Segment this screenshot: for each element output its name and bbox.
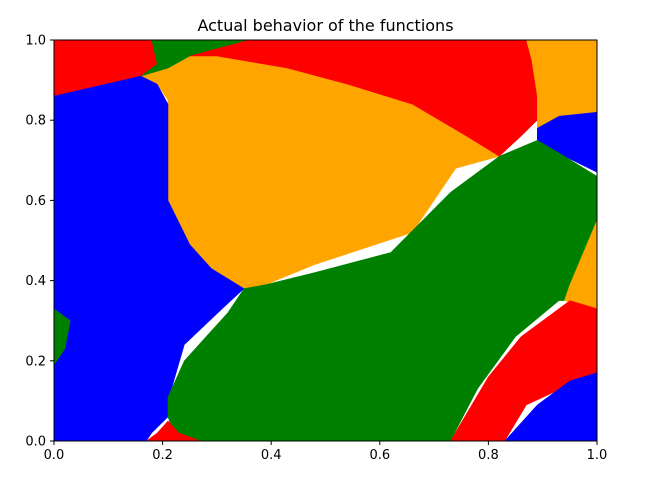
x-tick-label: 0.0 [44, 448, 65, 463]
x-tick-label: 0.8 [478, 448, 499, 463]
y-tick-label: 0.0 [25, 435, 46, 450]
x-tick-label: 0.2 [152, 448, 173, 463]
y-tick-label: 0.8 [25, 114, 46, 129]
region-red-10 [450, 300, 597, 441]
x-tick-label: 1.0 [587, 448, 608, 463]
region-red-12 [145, 420, 201, 441]
y-tick-label: 0.2 [25, 354, 46, 369]
y-tick-label: 0.4 [25, 274, 46, 289]
region-orange-9 [564, 220, 597, 309]
y-tick-label: 0.6 [25, 194, 46, 209]
x-tick-label: 0.4 [261, 448, 282, 463]
region-blue-11 [504, 372, 597, 441]
heatmap-regions [54, 40, 597, 441]
y-tick-label: 1.0 [25, 34, 46, 49]
region-green-2 [140, 40, 250, 77]
y-axis: 0.0 0.2 0.4 0.6 0.8 1.0 [25, 34, 54, 450]
x-axis: 0.0 0.2 0.4 0.6 0.8 1.0 [44, 441, 608, 463]
plot-frame [53, 39, 598, 442]
region-green-7 [54, 308, 71, 366]
chart-title: Actual behavior of the functions [197, 16, 453, 35]
x-tick-label: 0.6 [369, 448, 390, 463]
